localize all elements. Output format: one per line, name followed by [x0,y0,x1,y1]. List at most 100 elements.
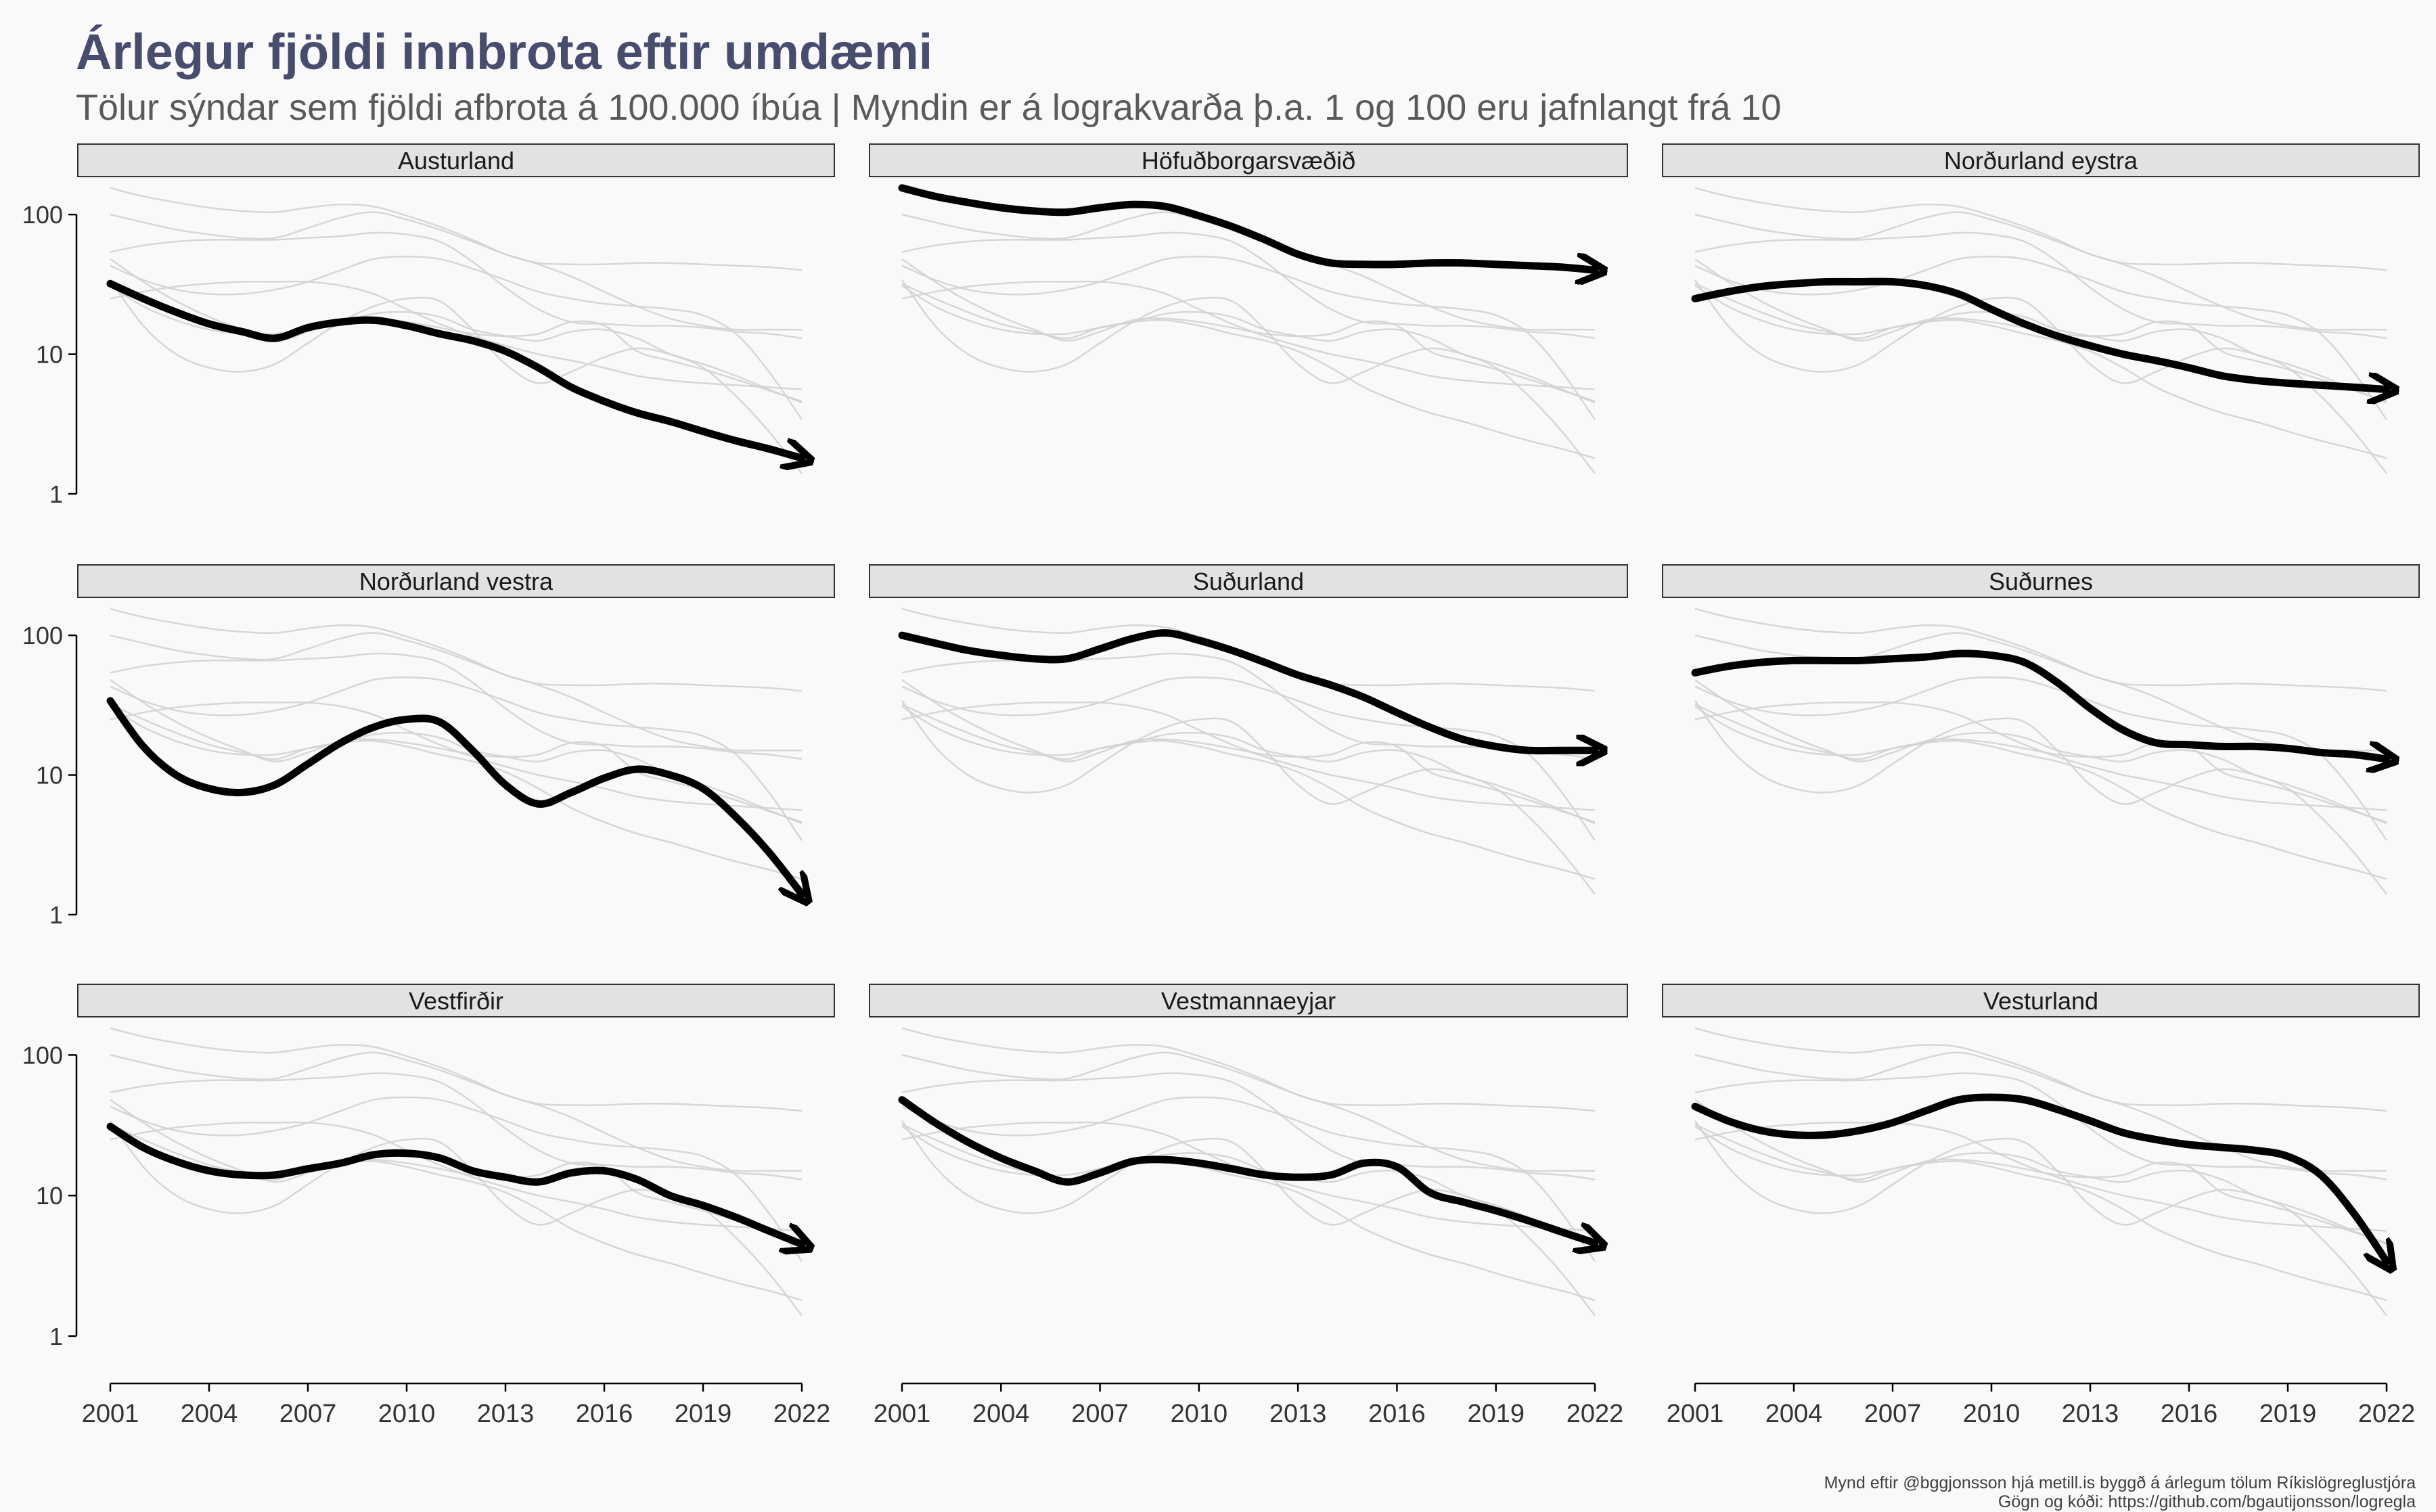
background-line-austurland [110,704,803,880]
background-line-su-urnes [1694,231,2387,340]
facet-strip [1662,984,2420,1017]
highlight-line-austurland [106,279,802,458]
facet-strip-label: Vestmannaeyjar [1161,987,1336,1015]
background-line-ho-fu-borgarsv-i [110,1027,803,1112]
background-line-su-urland [901,1051,1595,1172]
highlight-line-vesturland [1691,1093,2387,1262]
background-line-nor-urland-vestra [1694,279,2387,474]
facet-austurland: Austurland 1 10 100 [22,143,835,508]
x-tick-label: 2004 [972,1400,1030,1428]
background-line-vestfir-ir [1694,706,2387,825]
background-line-vesturland [901,677,1596,842]
x-tick-label: 2004 [181,1400,238,1428]
chart-subtitle: Tölur sýndar sem fjöldi afbrota á 100.00… [76,87,1782,128]
background-line-nor-urland-vestra [901,1120,1596,1316]
y-tick-label: 10 [36,1182,63,1210]
facet-strip [1662,143,2420,177]
background-line-austurland [901,283,1596,459]
background-line-su-urnes [110,652,803,760]
background-line-nor-urland-eystra [901,1121,1596,1232]
background-line-ho-fu-borgarsv-i [1694,187,2387,271]
facet-strip-label: Suðurland [1193,568,1304,595]
facet-strip [869,564,1628,598]
facet-vesturland: Vesturland 2001 2004 2007 2010 2013 2016 2019 20… [1662,984,2420,1428]
background-line-su-urnes [901,1072,1596,1181]
facet-strip [869,143,1628,177]
background-line-vestmannaeyjar [901,258,1596,403]
x-tick-label: 2001 [82,1400,139,1428]
x-tick-label: 2010 [1171,1400,1228,1428]
x-tick-label: 2016 [576,1400,633,1428]
background-line-vestmannaeyjar [110,679,803,823]
y-tick-label: 10 [36,341,63,369]
facet-su-urland: Suðurland [869,564,1628,895]
background-line-vestfir-ir [901,1126,1596,1245]
facet-ho-fu-borgarsv-i: Höfuðborgarsvæðið [869,143,1628,474]
background-line-vesturland [110,1096,803,1262]
y-tick-label: 100 [22,1041,63,1069]
background-line-nor-urland-vestra [901,700,1596,895]
x-tick-label: 2019 [675,1400,732,1428]
facet-strip-label: Höfuðborgarsvæðið [1142,147,1355,175]
highlight-line-nor-urland-eystra [1691,277,2387,389]
x-tick-label: 2019 [1467,1400,1525,1428]
background-line-nor-urland-vestra [109,1120,803,1316]
background-line-ho-fu-borgarsv-i [901,608,1596,692]
background-line-ho-fu-borgarsv-i [110,187,803,271]
highlight-line-su-urland [898,629,1595,751]
background-line-austurland [1694,704,2387,880]
x-tick-label: 2013 [1269,1400,1327,1428]
background-line-nor-urland-eystra [110,701,803,811]
background-line-su-urnes [901,231,1596,340]
background-line-su-urland [110,632,802,752]
background-line-su-urnes [110,1072,803,1181]
background-line-vestfir-ir [901,706,1596,825]
background-line-ho-fu-borgarsv-i [110,608,803,692]
caption-source: Gögn og kóði: https://github.com/bgautij… [1998,1492,2416,1511]
highlight-line-vestfir-ir [106,1122,802,1244]
background-line-nor-urland-vestra [901,279,1596,474]
background-line-nor-urland-vestra [109,279,803,474]
background-line-vestmannaeyjar [1694,1099,2387,1244]
chart-title: Árlegur fjöldi innbrota eftir umdæmi [76,24,933,80]
highlight-line-vestmannaeyjar [898,1096,1595,1243]
background-line-nor-urland-vestra [1694,1120,2387,1316]
x-tick-label: 2007 [279,1400,337,1428]
y-tick-label: 100 [22,622,63,649]
background-line-su-urland [110,211,802,331]
x-tick-label: 2010 [1963,1400,2021,1428]
x-tick-label: 2016 [2161,1400,2218,1428]
background-line-nor-urland-eystra [1694,701,2387,811]
x-tick-label: 2022 [2358,1400,2416,1428]
facet-strip-label: Vestfirðir [409,987,503,1015]
facet-strip-label: Norðurland eystra [1944,147,2138,175]
background-line-vesturland [1694,677,2388,842]
y-tick-label: 1 [49,901,63,929]
facet-strip-label: Vesturland [1983,987,2098,1015]
x-tick-label: 2007 [1864,1400,1922,1428]
background-line-ho-fu-borgarsv-i [1694,608,2387,692]
background-line-vesturland [901,256,1596,421]
y-tick-label: 1 [49,1323,63,1350]
background-line-su-urland [110,1051,802,1172]
background-line-su-urnes [110,231,803,340]
background-line-su-urland [1694,1051,2387,1172]
y-tick-label: 10 [36,762,63,789]
facet-vestfir-ir: Vestfirðir 1 10 100 2001 2004 2007 2010 2013 2016… [22,984,835,1428]
highlight-line-ho-fu-borgarsv-i [898,184,1595,271]
facet-nor-urland-vestra: Norðurland vestra 1 10 100 [22,564,835,929]
facet-vestmannaeyjar: Vestmannaeyjar 2001 2004 2007 2010 2013 2016 20… [869,984,1628,1428]
background-line-vesturland [1694,256,2388,421]
facet-strip-label: Suðurnes [1989,568,2093,595]
background-line-vestmannaeyjar [901,679,1596,823]
facet-strip [77,984,835,1017]
background-line-vesturland [110,677,803,842]
background-line-vesturland [901,1096,1596,1262]
background-line-austurland [901,704,1596,880]
background-line-vestfir-ir [901,285,1596,404]
background-line-vestmannaeyjar [110,1099,803,1244]
y-tick-label: 100 [22,201,63,229]
background-line-vestfir-ir [1694,1126,2387,1245]
background-line-ho-fu-borgarsv-i [901,1027,1596,1112]
